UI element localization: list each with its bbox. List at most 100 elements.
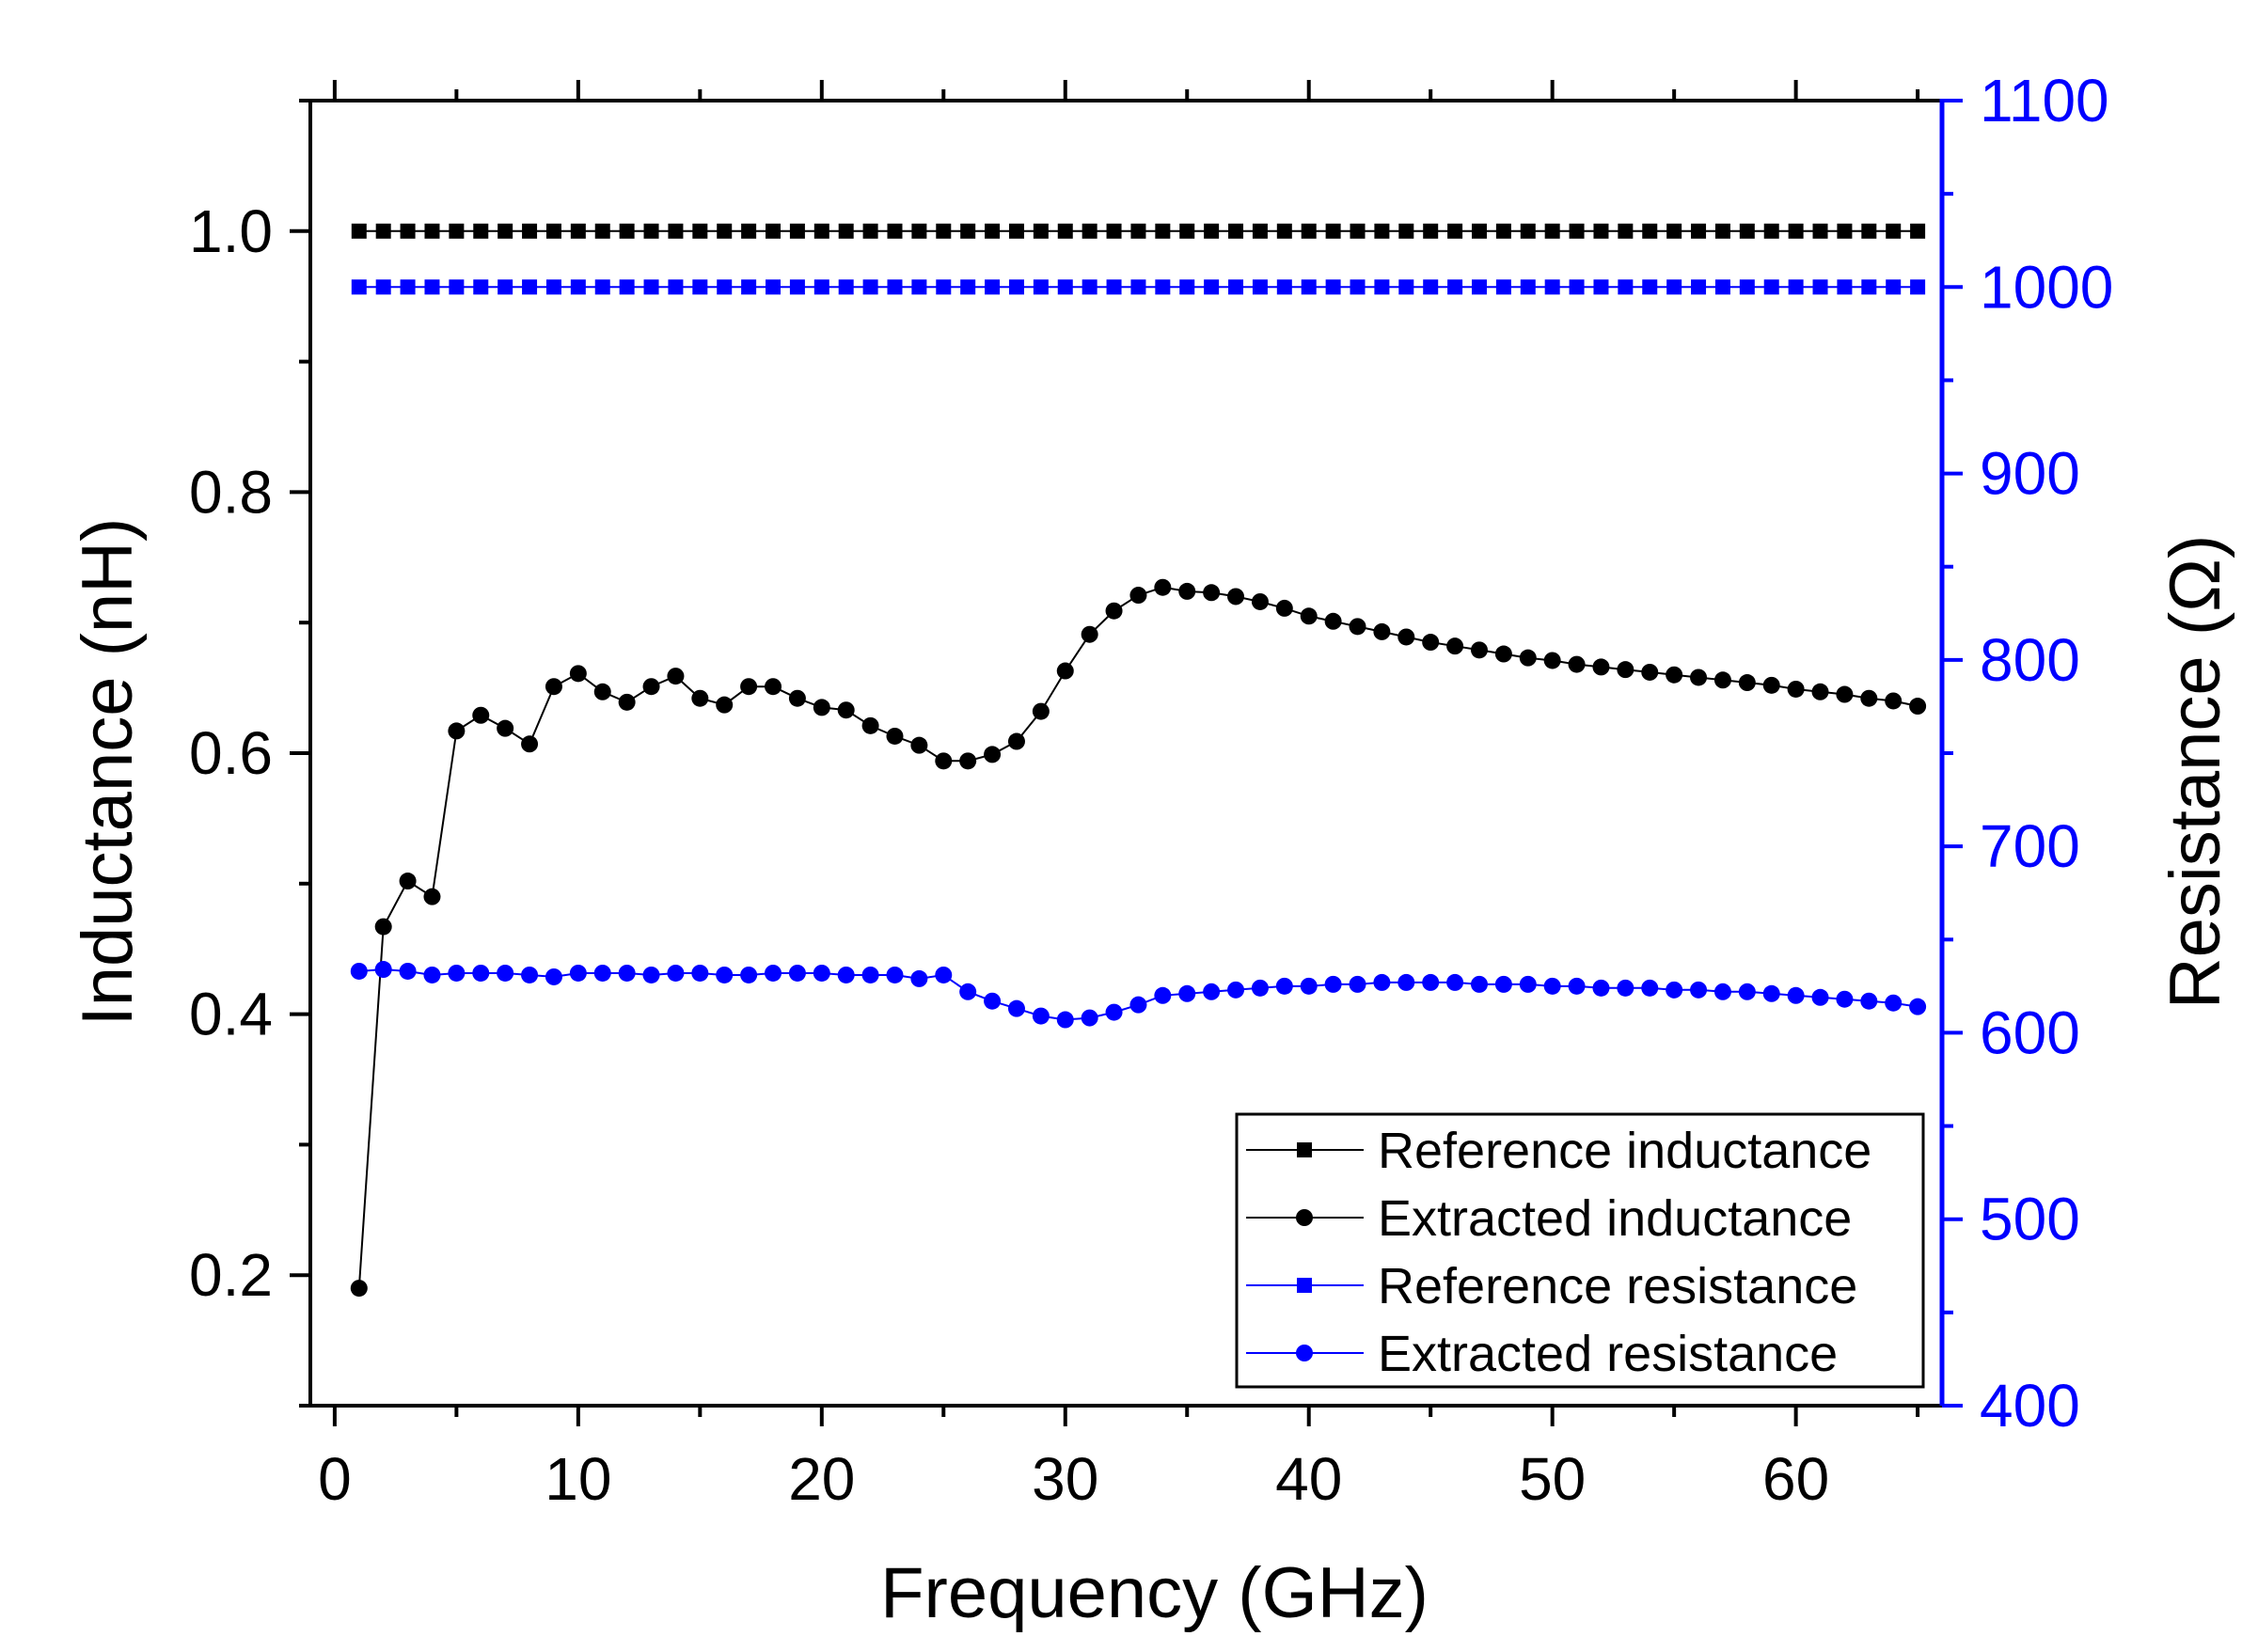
data-point (667, 964, 685, 982)
data-point (1543, 652, 1561, 669)
data-point (1666, 981, 1683, 999)
legend-label: Extracted inductance (1378, 1190, 1852, 1247)
data-point (1276, 223, 1292, 239)
x-tick-label: 0 (318, 1445, 352, 1513)
data-point (350, 1280, 368, 1298)
data-point (716, 696, 734, 714)
data-point (862, 223, 878, 239)
data-point (1324, 612, 1342, 630)
legend-label: Reference resistance (1378, 1258, 1857, 1314)
data-point (1691, 223, 1707, 239)
data-point (424, 279, 440, 295)
data-point (1593, 279, 1609, 295)
data-point (399, 962, 417, 980)
y-right-tick-label: 1100 (1980, 67, 2109, 134)
data-point (1129, 996, 1147, 1014)
data-point (667, 668, 685, 685)
legend-label: Extracted resistance (1378, 1326, 1838, 1382)
data-point (1446, 637, 1464, 655)
data-point (1178, 984, 1196, 1002)
data-point (1350, 223, 1366, 239)
y-right-tick-label: 600 (1980, 999, 2080, 1066)
data-point (1300, 977, 1318, 995)
data-point (1910, 279, 1926, 295)
data-point (1325, 279, 1341, 295)
data-point (1252, 223, 1268, 239)
data-point (1251, 979, 1269, 997)
data-point (1713, 671, 1731, 689)
data-point (1569, 279, 1585, 295)
series-extracted-resistance (350, 961, 1927, 1029)
data-point (619, 279, 635, 295)
data-point (959, 752, 977, 770)
data-point (861, 966, 879, 983)
y-left-tick-label: 0.4 (189, 981, 273, 1048)
data-point (1178, 582, 1196, 600)
data-point (1397, 973, 1415, 991)
data-point (400, 279, 416, 295)
data-point (1714, 223, 1730, 239)
data-point (1568, 655, 1586, 673)
legend-marker (1297, 1278, 1312, 1293)
data-point (1203, 983, 1221, 1000)
series-extracted-inductance (350, 578, 1927, 1298)
y-left-tick-label: 0.6 (189, 719, 273, 787)
data-point (1471, 223, 1487, 239)
data-point (594, 223, 610, 239)
data-point (1105, 602, 1123, 620)
data-point (472, 964, 490, 982)
data-point (1374, 279, 1390, 295)
data-point (911, 279, 927, 295)
data-point (1543, 977, 1561, 995)
data-point (1495, 223, 1511, 239)
y-left-tick-label: 0.8 (189, 458, 273, 526)
data-point (1082, 223, 1097, 239)
data-point (521, 966, 539, 983)
data-point (473, 279, 489, 295)
x-tick-label: 50 (1519, 1445, 1586, 1513)
data-point (766, 223, 782, 239)
data-point (1155, 223, 1171, 239)
x-axis-title: Frequency (GHz) (880, 1553, 1429, 1633)
data-point (1276, 279, 1292, 295)
data-point (838, 223, 854, 239)
data-point (1713, 983, 1731, 1000)
data-point (643, 223, 659, 239)
data-point (959, 983, 977, 1000)
data-point (1204, 223, 1220, 239)
x-tick-label: 20 (788, 1445, 855, 1513)
data-point (497, 223, 513, 239)
data-point (838, 279, 854, 295)
data-point (642, 678, 660, 696)
legend: Reference inductance Extracted inductance… (1235, 1112, 1925, 1389)
data-point (473, 223, 489, 239)
data-point (789, 223, 805, 239)
data-point (1106, 279, 1122, 295)
data-point (1593, 223, 1609, 239)
data-point (911, 223, 927, 239)
x-tick-label: 40 (1275, 1445, 1342, 1513)
data-point (788, 689, 806, 707)
data-point (1373, 973, 1391, 991)
data-point (1204, 279, 1220, 295)
data-point (1836, 685, 1854, 703)
x-tick-label: 10 (545, 1445, 611, 1513)
data-point (1398, 223, 1414, 239)
data-point (1130, 279, 1146, 295)
legend-marker (1296, 1209, 1313, 1226)
data-point (1470, 641, 1488, 659)
data-point (1738, 674, 1756, 692)
data-point (837, 966, 855, 983)
data-point (1081, 625, 1098, 643)
data-point (1033, 223, 1049, 239)
data-point (400, 223, 416, 239)
data-point (813, 279, 829, 295)
data-point (960, 279, 976, 295)
data-point (1275, 977, 1293, 995)
data-point (1861, 223, 1877, 239)
data-point (1519, 649, 1537, 667)
data-point (497, 964, 514, 982)
data-point (350, 962, 368, 980)
data-point (910, 736, 928, 754)
